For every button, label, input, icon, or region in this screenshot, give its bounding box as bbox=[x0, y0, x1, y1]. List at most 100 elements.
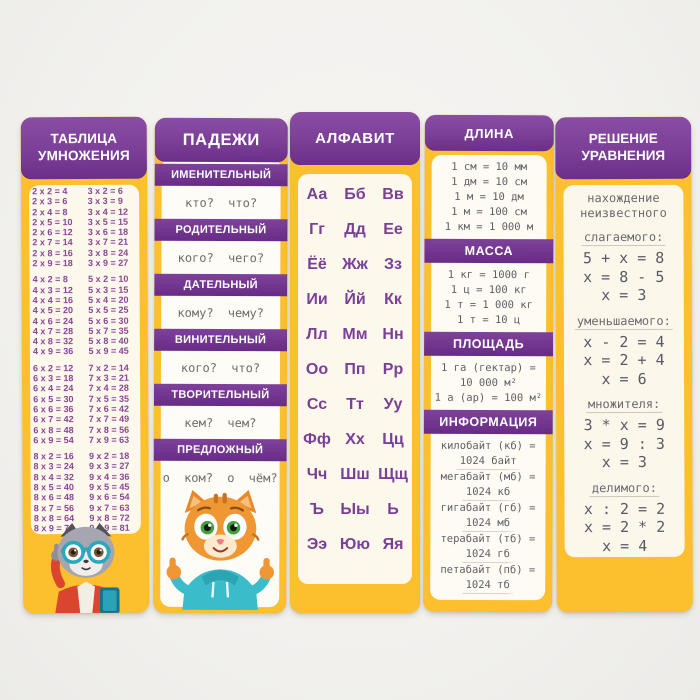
unit-conversion: 1024 байт bbox=[456, 453, 520, 471]
alphabet-letter-pair: Ъ bbox=[310, 501, 324, 518]
unit-conversion: 1 см = 10 мм bbox=[451, 160, 528, 174]
equation-step: x = 6 bbox=[601, 369, 647, 388]
alphabet-letter-pair: Яя bbox=[382, 536, 404, 553]
bookmark-alphabet: АЛФАВИТ Аа Бб Вв Гг Дд Ее Ёё Жж Зз Ии Йй Кк Лл Мм Нн Оо… bbox=[290, 112, 420, 613]
times-fact: 5 x 6 = 30 bbox=[88, 315, 129, 326]
times-fact: 4 x 8 = 32 bbox=[32, 336, 74, 347]
bookmark-title: РЕШЕНИЕ УРАВНЕНИЯ bbox=[555, 116, 692, 180]
bookmark-measurement-units: ДЛИНА 1 см = 10 мм 1 дм = 10 см 1 м = 10 д… bbox=[423, 114, 554, 613]
times-fact: 2 x 7 = 14 bbox=[32, 237, 73, 248]
equation-step: x = 9 : 3 bbox=[583, 434, 665, 453]
times-fact: 4 x 2 = 8 bbox=[32, 274, 68, 285]
equation-step: 5 + x = 8 bbox=[582, 248, 665, 268]
times-fact: 4 x 9 = 36 bbox=[32, 346, 74, 357]
equation-step: x = 2 + 4 bbox=[583, 350, 665, 370]
times-fact: 3 x 6 = 18 bbox=[87, 226, 129, 238]
times-fact: 9 x 6 = 54 bbox=[89, 492, 130, 503]
alphabet-letter-pair: Рр bbox=[382, 361, 404, 378]
bookmark-title: АЛФАВИТ bbox=[290, 112, 420, 165]
times-fact: 5 x 9 = 45 bbox=[88, 346, 129, 357]
times-fact: 8 x 3 = 24 bbox=[33, 461, 74, 472]
unit-conversion: 1024 гб bbox=[462, 546, 513, 564]
bookmark-title: ТАБЛИЦА УМНОЖЕНИЯ bbox=[20, 116, 148, 180]
case-questions: кому? чему? bbox=[177, 305, 264, 320]
times-table-column: 7 x 2 = 14 7 x 3 = 21 7 x 4 = 28 7 x 5 = 35… bbox=[88, 362, 144, 445]
alphabet-letter-pair: Сс bbox=[306, 396, 328, 413]
alphabet-letter-pair: Жж bbox=[342, 256, 368, 273]
unit-conversion: 1 м = 10 дм bbox=[454, 190, 524, 204]
unit-conversion: гигабайт (гб) = bbox=[440, 501, 536, 515]
times-fact: 5 x 7 = 35 bbox=[88, 325, 129, 336]
times-fact: 5 x 3 = 15 bbox=[88, 284, 129, 295]
unit-conversion-lines: 1 га (гектар) = 10 000 м² 1 а (ар) = 100 м… bbox=[424, 356, 553, 410]
times-fact: 4 x 6 = 24 bbox=[32, 315, 74, 326]
alphabet-panel bbox=[298, 174, 412, 584]
equation-section-label: делимого: bbox=[589, 480, 659, 497]
times-fact: 3 x 2 = 6 bbox=[87, 185, 123, 196]
times-fact: 9 x 3 = 27 bbox=[89, 461, 130, 472]
unit-conversion: 1 т = 10 ц bbox=[457, 313, 521, 327]
unit-conversion: 1 км = 1 000 м bbox=[444, 220, 534, 234]
times-fact: 2 x 6 = 12 bbox=[32, 227, 73, 238]
equation-step: x = 2 * 2 bbox=[583, 517, 666, 537]
times-fact: 6 x 9 = 54 bbox=[33, 434, 74, 446]
alphabet-letter-pair: Нн bbox=[382, 326, 404, 343]
equation-step: x = 3 bbox=[601, 452, 647, 472]
times-table-group: 6 x 2 = 12 6 x 3 = 18 6 x 4 = 24 6 x 5 = 30… bbox=[33, 362, 144, 446]
alphabet-letter-pair: Уу bbox=[383, 396, 403, 413]
equations-content: нахождение неизвестного слагаемого: 5 + … bbox=[555, 179, 692, 555]
times-fact: 8 x 4 = 32 bbox=[33, 471, 74, 482]
alphabet-letter-pair: Вв bbox=[382, 186, 404, 203]
unit-conversion: мегабайт (мб) = bbox=[440, 470, 536, 484]
unit-conversion: 1 а (ар) = 100 м² bbox=[434, 391, 543, 405]
times-fact: 9 x 4 = 36 bbox=[89, 471, 130, 482]
times-fact: 9 x 5 = 45 bbox=[89, 481, 130, 492]
unit-conversion: 10 000 м² bbox=[459, 376, 517, 390]
times-fact: 8 x 7 = 56 bbox=[33, 502, 75, 513]
alphabet-letter-pair: Цц bbox=[382, 431, 404, 448]
unit-conversion: терабайт (тб) = bbox=[440, 532, 536, 546]
alphabet-letter-pair: Щщ bbox=[378, 466, 408, 483]
alphabet-letter-pair: Пп bbox=[344, 361, 366, 378]
times-fact: 2 x 2 = 4 bbox=[32, 186, 68, 197]
times-fact: 4 x 5 = 20 bbox=[32, 305, 74, 316]
times-fact: 9 x 7 = 63 bbox=[89, 502, 130, 513]
alphabet-letter-pair: Йй bbox=[344, 291, 366, 308]
unit-conversion: 1 дм = 10 см bbox=[451, 175, 528, 189]
alphabet-letter-pair: Мм bbox=[342, 326, 368, 343]
alphabet-letter-pair: Лл bbox=[306, 326, 328, 343]
alphabet-grid: Аа Бб Вв Гг Дд Ее Ёё Жж Зз Ии Йй Кк Лл Мм Нн Оо Пп Рр Сс Тт… bbox=[290, 165, 420, 562]
times-fact: 3 x 8 = 24 bbox=[87, 247, 129, 258]
times-fact: 7 x 3 = 21 bbox=[88, 372, 129, 384]
equation-step: x = 3 bbox=[601, 285, 647, 305]
times-fact: 3 x 3 = 9 bbox=[87, 196, 123, 207]
cases-list: ИМЕНИТЕЛЬНЫЙ кто? что? РОДИТЕЛЬНЫЙ кого?… bbox=[153, 163, 288, 494]
times-fact: 7 x 5 = 35 bbox=[88, 393, 129, 404]
unit-conversion: 1 т = 1 000 кг bbox=[444, 298, 533, 312]
bookmark-equation-solving: РЕШЕНИЕ УРАВНЕНИЯ нахождение неизвестног… bbox=[555, 116, 693, 613]
unit-section-bar: ИНФОРМАЦИЯ bbox=[423, 409, 553, 435]
times-fact: 5 x 4 = 20 bbox=[88, 294, 129, 305]
unit-conversion-lines: 1 см = 10 мм 1 дм = 10 см 1 м = 10 дм 1 м =… bbox=[424, 155, 553, 239]
times-fact: 2 x 3 = 6 bbox=[32, 196, 68, 207]
case-questions: кто? что? bbox=[185, 195, 258, 210]
case-questions: кого? чего? bbox=[177, 250, 265, 265]
alphabet-letter-pair: Ь bbox=[387, 501, 399, 518]
times-fact: 2 x 5 = 10 bbox=[32, 216, 73, 228]
equation-step: x = 8 - 5 bbox=[583, 267, 665, 286]
case-name-bar: ТВОРИТЕЛЬНЫЙ bbox=[153, 383, 287, 407]
equation-section-label: множителя: bbox=[585, 396, 663, 414]
times-fact: 2 x 8 = 16 bbox=[32, 247, 73, 259]
unit-conversion: 1024 тб bbox=[462, 577, 513, 595]
equation-section-label: уменьшаемого: bbox=[574, 313, 673, 330]
times-fact: 6 x 5 = 30 bbox=[33, 393, 74, 404]
alphabet-letter-pair: Ее bbox=[383, 221, 403, 238]
bookmark-title: ПАДЕЖИ bbox=[154, 117, 288, 163]
